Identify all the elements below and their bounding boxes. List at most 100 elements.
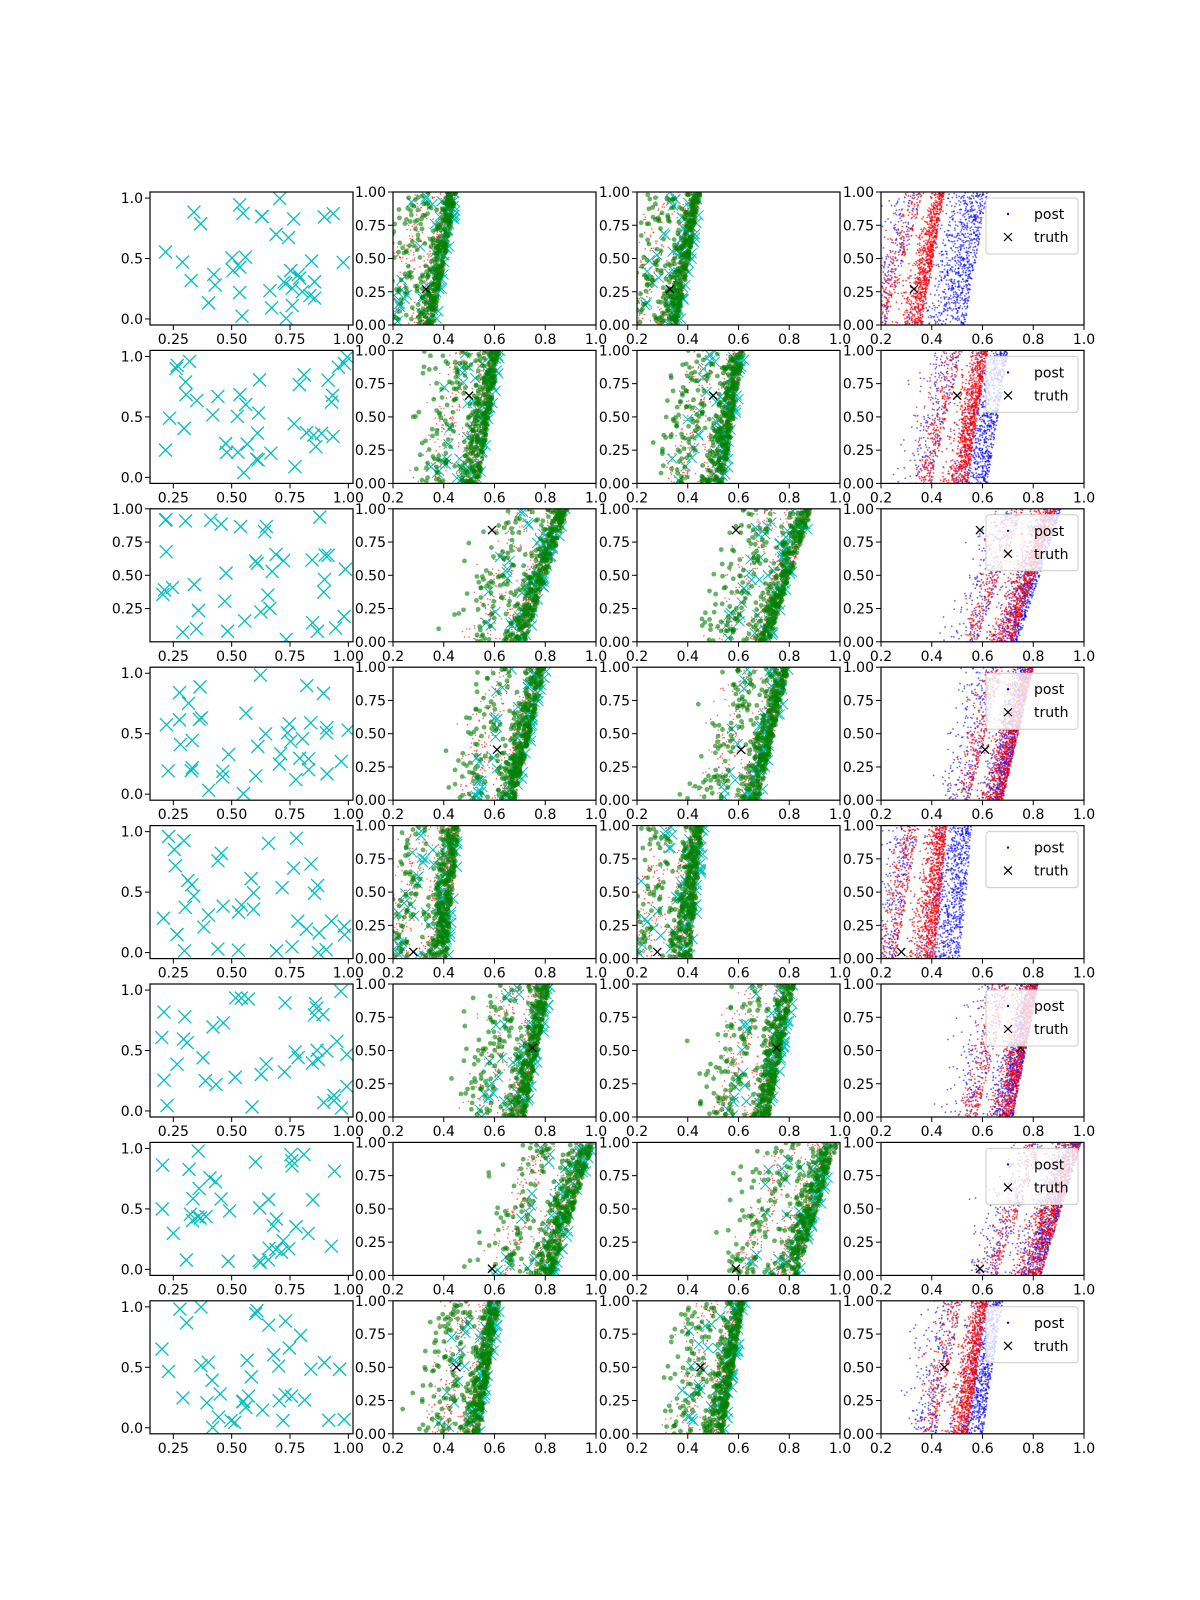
panel-r1-c4-post-blue-point (950, 288, 953, 290)
panel-r1-c4-post-red-point (932, 241, 935, 244)
panel-r1-c4-post-blue-point (968, 275, 971, 278)
panel-r1-c1-obs-point (238, 250, 253, 265)
panel-r1-c2-post-green-point (433, 306, 439, 312)
panel-r1-c4-post-red-point (925, 288, 927, 291)
panel-r1-c4-post-blue-point (950, 240, 953, 243)
panel-r1-c4-post-red-point (921, 313, 924, 316)
panel-r1-c4-post-blue-point (970, 208, 973, 210)
panel-r1-c2-post-green-point (439, 258, 445, 264)
panel-r1-c3-post-green-point (677, 266, 683, 271)
panel-r2-c1-obs-point (252, 372, 267, 387)
panel-r2-c1-obs-point (314, 426, 329, 441)
panel-r1-c4-post-red-point (929, 257, 932, 260)
panel-r1-c4-post-blue-point (897, 221, 900, 223)
panel-r1-c4-post-blue-point (962, 315, 965, 318)
panel-r1-c4-post-red-point (925, 256, 928, 259)
panel-r1-c3-post-red-point (656, 240, 658, 243)
panel-r1-c4-post-blue-point (930, 276, 933, 279)
panel-r1-c4-post-blue-point (957, 267, 960, 270)
panel-r1-c4-post-red-point (928, 276, 931, 279)
panel-r1-c4-post-blue-point (966, 210, 969, 213)
panel-r1-c4-post-red-point (918, 286, 921, 289)
panel-r1-c2-post-red-point (428, 254, 431, 256)
panel-r1-c1-obs-point (262, 283, 277, 298)
panel-r1-c4-post-blue-point (892, 259, 895, 262)
panel-r1-c4-post-blue-point (951, 240, 954, 243)
panel-r1-c4-post-red-point (934, 196, 937, 199)
panel-r1-c2-post-red-point (427, 255, 430, 258)
panel-r1-c3-post-green-point (690, 202, 695, 208)
panel-r1-c4-post-red-point (917, 306, 919, 309)
panel-r1-c4-post-blue-point (960, 208, 963, 211)
panel-r1-c4-post-blue-point (878, 264, 880, 266)
panel-r1-c4-post-red-point (931, 215, 933, 217)
panel-r1-c3-frame (636, 191, 841, 326)
panel-r1-c4-post-blue-point (958, 204, 961, 206)
panel-r1-c4-post-red-point (902, 242, 905, 245)
panel-r1-c3-post-green-point (665, 293, 671, 299)
panel-r1-c4-post-blue-point (956, 298, 959, 301)
panel-r1-c3-truth-marker (665, 284, 675, 294)
panel-r1-c4-post-red-point (904, 253, 907, 256)
panel-r1-c4-post-blue-point (957, 263, 960, 266)
panel-r1-c3-post-red-point (632, 276, 634, 278)
panel-r1-c4-post-red-point (910, 295, 913, 298)
panel-r1-c4-post-blue-point (947, 223, 950, 226)
panel-r1-c4-post-blue-point (930, 316, 932, 319)
panel-r1-c4-post-blue-point (952, 214, 954, 217)
panel-r1-c4-post-blue-point (940, 301, 943, 303)
panel-r1-c4-post-red-point (913, 262, 916, 265)
panel-r1-c4-post-blue-point (961, 307, 964, 310)
panel-r1-c2-post-green-point (416, 321, 422, 325)
panel-r1-c2-post-red-point (390, 317, 392, 319)
panel-r1-c4-post-red-point (928, 279, 931, 282)
panel-r1-c2-post-green-point (426, 305, 431, 311)
panel-r1-c4-post-blue-point (940, 278, 943, 281)
panel-r1-c2-post-green-point (370, 312, 375, 317)
panel-r1-c4-post-blue-point (893, 264, 896, 267)
panel-r1-c2-post-green-point (393, 240, 395, 246)
panel-r1-c4-post-red-point (936, 221, 938, 224)
panel-r1-c4-post-red-point (918, 254, 921, 257)
panel-r1-c2-post-green-point (386, 303, 391, 308)
panel-r1-c4-post-red-point (918, 270, 921, 272)
panel-r1-c4-post-red-point (927, 282, 929, 285)
panel-r1-c4-post-blue-point (944, 244, 947, 246)
panel-r1-c4-post-red-point (886, 316, 888, 319)
panel-r1-c2-post-red-point (411, 225, 414, 228)
panel-r1-c4-post-blue-point (958, 199, 960, 202)
panel-r1-c2-post-green-point (430, 235, 436, 241)
panel-r1-c2-post-red-point (425, 279, 428, 282)
panel-r1-c4-post-red-point (930, 253, 933, 256)
panel-r1-c4-post-blue-point (977, 243, 980, 246)
panel-r1-c4-post-red-point (886, 275, 888, 278)
panel-r1-c4-post-red-point (924, 283, 926, 286)
panel-r1-c4-post-blue-point (951, 269, 954, 272)
panel-r1-c4-post-blue-point (944, 274, 946, 277)
panel-r1-c4-post-blue-point (854, 281, 856, 283)
panel-r1-c4-post-blue-point (975, 256, 978, 259)
panel-r1-c4-post-blue-point (946, 270, 949, 273)
panel-r1-c2-post-green-point (415, 207, 421, 213)
panel-r1-c3-post-green-point (658, 270, 664, 276)
panel-r1-c4-post-red-point (939, 211, 941, 214)
panel-r1-c3-post-red-point (661, 221, 663, 224)
panel-r1-c2-post-green-point (438, 227, 444, 233)
panel-r1-c4-post-red-point (910, 302, 913, 304)
panel-r1-c2-post-green-point (423, 309, 429, 315)
panel-r1-c3-post-green-point (645, 192, 651, 198)
panel-r1-c4-post-blue-point (964, 299, 967, 302)
panel-r1-c3-post-red-point (661, 206, 663, 208)
panel-r1-c4-post-red-point (927, 239, 930, 242)
panel-r1-c4-post-red-point (918, 258, 921, 261)
panel-r1-c4-post-blue-point (979, 216, 982, 219)
panel-r1-c3-post-green-point (671, 237, 677, 242)
panel-r1-c4-post-blue-point (981, 211, 984, 214)
panel-r1-c4-post-blue-point (876, 259, 878, 261)
panel-r1-c4-post-blue-point (967, 235, 970, 238)
panel-r1-c4-post-red-point (930, 249, 933, 252)
panel-r1-c1-xtick-label: 1.00 (333, 332, 364, 348)
panel-r1-c2-post-red-point (413, 257, 416, 259)
panel-r1-c4-post-blue-point (949, 294, 952, 297)
panel-r1-c4-post-blue-point (913, 196, 916, 199)
